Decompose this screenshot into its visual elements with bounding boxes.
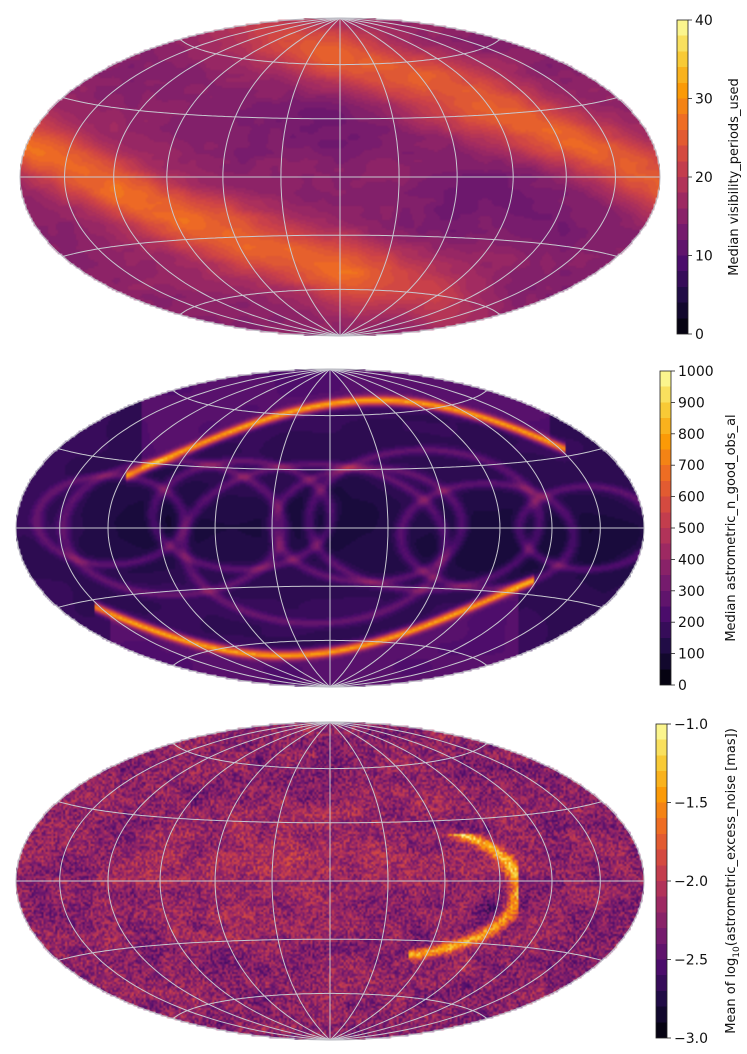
colorbar-tick-label: 1000 bbox=[678, 364, 714, 380]
meridian-line bbox=[159, 721, 331, 1041]
colorbar-3-label-sub: 10 bbox=[732, 946, 742, 958]
colorbar-2-ticks: 0 100 200 300 400 500 600 700 800 900 1000 bbox=[671, 364, 714, 694]
colorbar-tick-label: 400 bbox=[678, 552, 705, 568]
panel-3: −1.0 −1.5 −2.0 −2.5 −3.0 Mean of log10(astro… bbox=[15, 717, 742, 1047]
colorbar-tick-label: 200 bbox=[678, 615, 705, 631]
meridian-line bbox=[329, 721, 553, 1041]
colorbar-2-label: Median astrometric_n_good_obs_al bbox=[724, 414, 739, 641]
meridian-line bbox=[214, 721, 331, 1041]
meridian-line bbox=[329, 721, 601, 1041]
meridian-line bbox=[329, 721, 389, 1041]
meridian-line bbox=[271, 368, 331, 688]
meridian-line bbox=[214, 368, 331, 688]
meridian-line bbox=[63, 17, 341, 337]
graticule-2 bbox=[15, 368, 645, 688]
meridian-line bbox=[329, 368, 501, 688]
colorbar-3-label: Mean of log10(astrometric_excess_noise [… bbox=[724, 728, 742, 1034]
colorbar-tick-label: 300 bbox=[678, 584, 705, 600]
colorbar-tick-label: 10 bbox=[695, 249, 713, 265]
meridian-line bbox=[329, 368, 601, 688]
colorbar-tick-label: −2.0 bbox=[674, 874, 708, 890]
colorbar-1-label: Median visibility_periods_used bbox=[727, 78, 742, 275]
meridian-line bbox=[59, 721, 331, 1041]
meridian-line bbox=[329, 721, 446, 1041]
map-outline bbox=[19, 17, 661, 337]
meridian-line bbox=[107, 721, 331, 1041]
meridian-line bbox=[339, 17, 458, 337]
colorbar-tick-label: −1.5 bbox=[674, 796, 708, 812]
colorbar-tick-label: 30 bbox=[695, 92, 713, 108]
meridian-line bbox=[339, 17, 567, 337]
panel-1: 0 10 20 30 40 Median visibility_periods_used bbox=[19, 13, 742, 343]
meridian-line bbox=[339, 17, 400, 337]
meridian-line bbox=[339, 17, 514, 337]
colorbar-tick-label: 800 bbox=[678, 427, 705, 443]
meridian-line bbox=[59, 368, 331, 688]
colorbar-1-ticks: 0 10 20 30 40 bbox=[688, 13, 713, 343]
colorbar-tick-label: −3.0 bbox=[674, 1031, 708, 1047]
meridian-line bbox=[280, 17, 341, 337]
meridian-line bbox=[113, 17, 341, 337]
graticule-3 bbox=[15, 721, 645, 1041]
meridian-line bbox=[271, 721, 331, 1041]
meridian-line bbox=[329, 368, 553, 688]
colorbar-tick-label: 40 bbox=[695, 13, 713, 29]
panel-2: 0 100 200 300 400 500 600 700 800 900 1000 Median … bbox=[15, 364, 739, 694]
meridian-line bbox=[329, 368, 446, 688]
graticule-1 bbox=[19, 17, 661, 337]
colorbar-3-label-suffix: (astrometric_excess_noise [mas]) bbox=[724, 728, 739, 946]
map-outline bbox=[15, 721, 645, 1041]
colorbar-tick-label: 100 bbox=[678, 647, 705, 663]
colorbar-tick-label: 700 bbox=[678, 458, 705, 474]
meridian-line bbox=[159, 368, 331, 688]
colorbar-tick-label: −2.5 bbox=[674, 953, 708, 969]
colorbar-3 bbox=[655, 723, 668, 1039]
meridian-line bbox=[339, 17, 617, 337]
meridian-line bbox=[222, 17, 341, 337]
colorbar-tick-label: 600 bbox=[678, 490, 705, 506]
meridian-line bbox=[107, 368, 331, 688]
colorbar-tick-label: 20 bbox=[695, 170, 713, 186]
colorbar-3-label-prefix: Mean of log bbox=[724, 958, 739, 1034]
colorbar-2 bbox=[659, 370, 672, 686]
meridian-line bbox=[329, 368, 389, 688]
colorbar-tick-label: −1.0 bbox=[674, 717, 708, 733]
colorbar-tick-label: 0 bbox=[678, 678, 687, 694]
map-outline bbox=[15, 368, 645, 688]
colorbar-1 bbox=[676, 19, 689, 335]
colorbar-tick-label: 0 bbox=[695, 327, 704, 343]
colorbar-3-ticks: −1.0 −1.5 −2.0 −2.5 −3.0 bbox=[667, 717, 708, 1047]
colorbar-tick-label: 900 bbox=[678, 395, 705, 411]
meridian-line bbox=[329, 721, 501, 1041]
meridian-line bbox=[166, 17, 341, 337]
colorbar-tick-label: 500 bbox=[678, 521, 705, 537]
